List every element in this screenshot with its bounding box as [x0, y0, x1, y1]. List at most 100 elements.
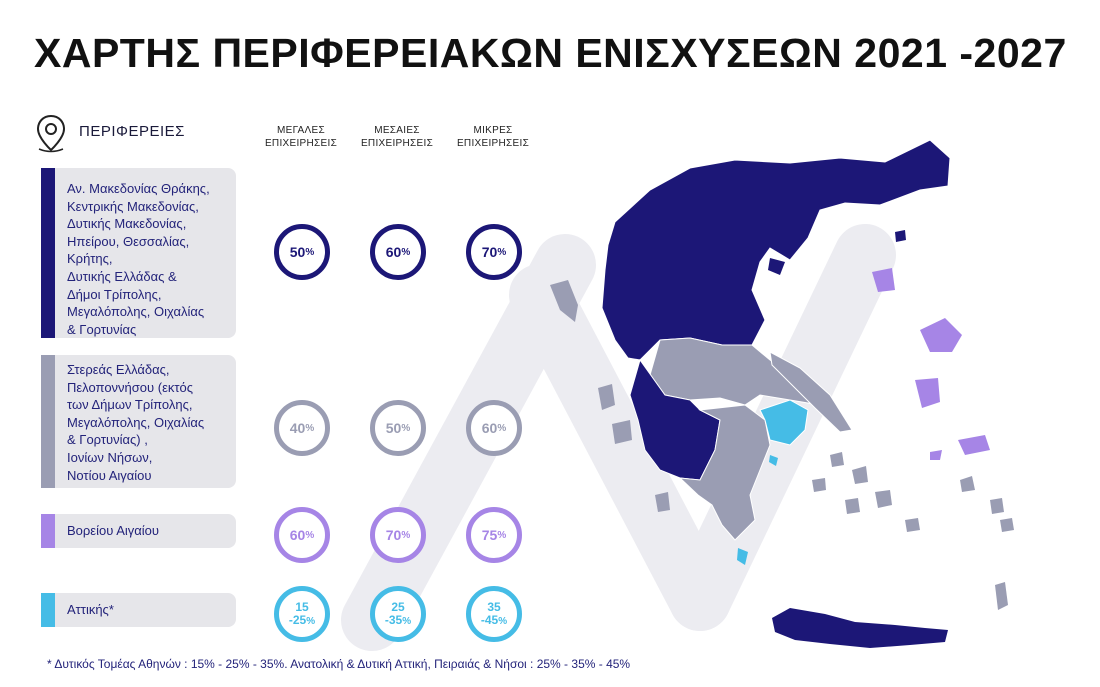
rate-value: 60 — [481, 420, 498, 436]
rate-value: 40 — [289, 420, 306, 436]
rate-circle-medium: 70% — [370, 507, 426, 563]
rate-unit: % — [497, 422, 507, 434]
rate-value: 75 — [481, 527, 498, 543]
rate-circle-small: 60% — [466, 400, 522, 456]
map-island-cyclades — [845, 498, 860, 514]
map-island-ionian — [655, 492, 670, 512]
rate-value: 70 — [385, 527, 402, 543]
map-island-karpathos — [995, 582, 1008, 610]
rate-range-end: -35 — [384, 612, 403, 627]
rate-unit: % — [498, 615, 508, 627]
map-island-dodecanese — [1000, 518, 1014, 532]
legend-row-label: Αν. Μακεδονίας Θράκης, Κεντρικής Μακεδον… — [67, 180, 230, 338]
legend-color-swatch — [41, 593, 55, 627]
map-island-north-aegean — [930, 450, 942, 460]
label-line: Δυτικής Ελλάδας & — [67, 268, 177, 284]
map-region-northern-greece — [601, 139, 951, 361]
rate-value: 60 — [385, 244, 402, 260]
rate-unit: % — [401, 422, 411, 434]
rate-circle-medium: 25 -35% — [370, 586, 426, 642]
legend-color-swatch — [41, 514, 55, 548]
rate-value: 50 — [385, 420, 402, 436]
label-line: & Γορτυνίας — [67, 321, 137, 337]
map-island-cyclades — [905, 518, 920, 532]
label-line: Μεγαλόπολης, Οιχαλίας — [67, 414, 205, 430]
legend-row-label: Βορείου Αιγαίου — [67, 522, 230, 540]
rate-circle-large: 40% — [274, 400, 330, 456]
column-header-large: ΜΕΓΑΛΕΣ ΕΠΙΧΕΙΡΗΣΕΙΣ — [253, 124, 349, 150]
rate-unit: % — [305, 422, 315, 434]
rate-value: 70 — [481, 244, 498, 260]
map-island-attica — [769, 455, 778, 466]
rate-range-start: 15 — [295, 599, 309, 614]
column-header-line: ΜΕΣΑΙΕΣ — [374, 125, 420, 136]
rate-value: 60 — [289, 527, 306, 543]
rate-circle-small: 75% — [466, 507, 522, 563]
rate-value: 50 — [289, 244, 306, 260]
legend-row-grey: Στερεάς Ελλάδας, Πελοποννήσου (εκτός των… — [41, 355, 236, 488]
map-island-ionian — [598, 384, 615, 410]
map-island-samothraki — [768, 258, 785, 275]
label-line: & Γορτυνίας) , — [67, 432, 148, 448]
rate-range-end: -25 — [288, 612, 307, 627]
column-header-line: ΕΠΙΧΕΙΡΗΣΕΙΣ — [456, 138, 530, 149]
label-line: Αν. Μακεδονίας Θράκης, — [67, 181, 210, 196]
legend-color-swatch — [41, 355, 55, 488]
rate-unit: % — [497, 529, 507, 541]
legend-row-label: Αττικής* — [67, 601, 230, 619]
legend-color-swatch — [41, 168, 55, 338]
rate-circle-small: 35 -45% — [466, 586, 522, 642]
map-island-attica — [737, 548, 748, 565]
map-island-cyclades — [812, 478, 826, 492]
map-region-peloponnese — [678, 404, 771, 541]
column-header-medium: ΜΕΣΑΙΕΣ ΕΠΙΧΕΙΡΗΣΕΙΣ — [349, 124, 445, 150]
legend-row-dark: Αν. Μακεδονίας Θράκης, Κεντρικής Μακεδον… — [41, 168, 236, 338]
footnote: * Δυτικός Τομέας Αθηνών : 15% - 25% - 35… — [47, 657, 631, 671]
map-region-attica — [759, 399, 809, 446]
legend-row-purple: Βορείου Αιγαίου — [41, 514, 236, 548]
label-line: Αττικής* — [67, 602, 114, 617]
map-island-north-aegean — [958, 435, 990, 455]
legend-row-light-blue: Αττικής* — [41, 593, 236, 627]
rate-range-start: 35 — [487, 599, 501, 614]
label-line: Κρήτης, — [67, 251, 113, 267]
rate-circle-medium: 50% — [370, 400, 426, 456]
rate-circle-small: 70% — [466, 224, 522, 280]
legend-row-label: Στερεάς Ελλάδας, Πελοποννήσου (εκτός των… — [67, 361, 230, 484]
map-island-north-aegean — [872, 268, 895, 292]
label-line: Βορείου Αιγαίου — [67, 523, 160, 538]
rate-circle-large: 50% — [274, 224, 330, 280]
rate-range-start: 25 — [391, 599, 405, 614]
rate-unit: % — [305, 529, 315, 541]
rate-unit: % — [305, 246, 315, 258]
rate-range-end: -45 — [480, 612, 499, 627]
regions-heading: ΠΕΡΙΦΕΡΕΙΕΣ — [79, 123, 185, 140]
map-region-evia — [769, 351, 853, 433]
map-pin-icon — [36, 114, 66, 153]
rate-unit: % — [306, 615, 316, 627]
map-island-north-aegean — [915, 378, 940, 408]
label-line: Στερεάς Ελλάδας, — [67, 362, 170, 377]
label-line: Ιονίων Νήσων, — [67, 449, 153, 465]
rate-circle-large: 15 -25% — [274, 586, 330, 642]
map-island-north-aegean — [920, 318, 962, 352]
column-header-line: ΕΠΙΧΕΙΡΗΣΕΙΣ — [360, 138, 434, 149]
label-line: Ηπείρου, Θεσσαλίας, — [67, 233, 190, 249]
label-line: Κεντρικής Μακεδονίας, — [67, 198, 199, 214]
rate-unit: % — [402, 615, 412, 627]
map-region-crete — [772, 608, 948, 648]
map-island-cyclades — [852, 466, 868, 484]
map-island-cyclades — [875, 490, 892, 508]
label-line: Μεγαλόπολης, Οιχαλίας — [67, 304, 205, 320]
column-header-line: ΜΙΚΡΕΣ — [473, 125, 513, 136]
map-island-dodecanese — [960, 476, 975, 492]
map-island-dodecanese — [990, 498, 1004, 514]
rate-unit: % — [401, 529, 411, 541]
label-line: των Δήμων Τρίπολης, — [67, 397, 193, 413]
greece-regions-map — [550, 139, 1014, 648]
rate-circle-medium: 60% — [370, 224, 426, 280]
label-line: Νοτίου Αιγαίου — [67, 467, 152, 483]
map-island-ionian — [612, 420, 632, 444]
label-line: Πελοποννήσου (εκτός — [67, 379, 194, 395]
map-island-thassos — [895, 230, 906, 242]
